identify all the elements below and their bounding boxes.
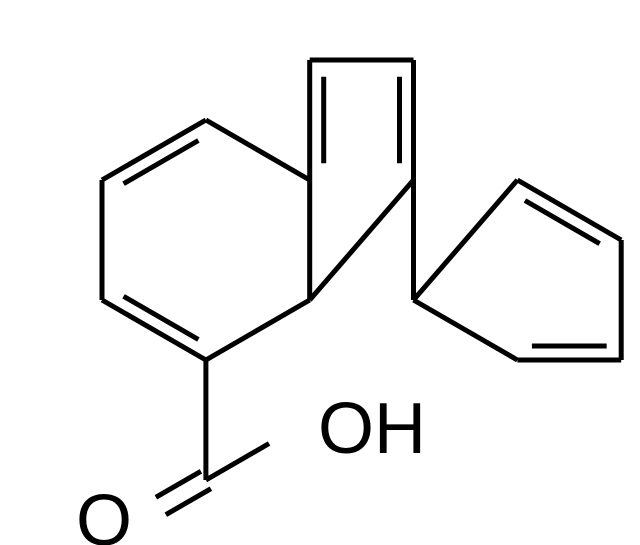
chemical-structure: OH O: [0, 0, 640, 545]
atom-label: O: [76, 481, 132, 545]
atom-label: OH: [318, 389, 426, 469]
